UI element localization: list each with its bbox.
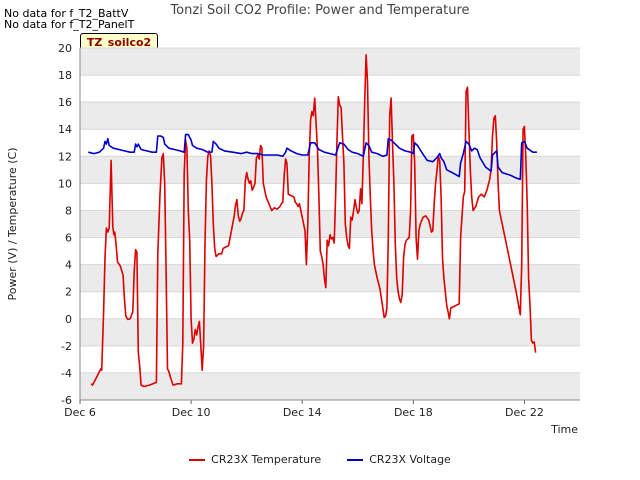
x-tick-label: Dec 22 bbox=[505, 406, 544, 419]
no-data-note-1: No data for f_T2_BattV bbox=[4, 7, 129, 20]
plot-band bbox=[80, 318, 580, 346]
x-tick-label: Dec 18 bbox=[394, 406, 433, 419]
y-tick-label: 14 bbox=[58, 123, 72, 136]
legend-label-temperature: CR23X Temperature bbox=[211, 453, 322, 466]
plot-band bbox=[80, 210, 580, 238]
y-axis-label: Power (V) / Temperature (C) bbox=[6, 147, 19, 300]
x-axis-label: Time bbox=[550, 423, 578, 436]
legend-item-temperature[interactable]: CR23X Temperature bbox=[189, 453, 321, 466]
legend-item-voltage[interactable]: CR23X Voltage bbox=[347, 453, 451, 466]
no-data-note-2: No data for f_T2_PanelT bbox=[4, 18, 135, 31]
legend-swatch-voltage bbox=[347, 458, 364, 461]
y-tick-label: 4 bbox=[65, 259, 72, 272]
y-tick-label: 6 bbox=[65, 232, 72, 245]
site-label-badge: TZ_soilco2 bbox=[80, 33, 158, 52]
voltage-series-line bbox=[88, 133, 537, 181]
plot-band bbox=[80, 102, 580, 130]
y-tick-label: -6 bbox=[61, 394, 72, 407]
y-tick-label: 12 bbox=[58, 150, 72, 163]
x-tick-label: Dec 10 bbox=[172, 406, 211, 419]
legend-label-voltage: CR23X Voltage bbox=[369, 453, 451, 466]
y-tick-label: 10 bbox=[58, 177, 72, 190]
plot-band bbox=[80, 372, 580, 400]
temperature-series-line bbox=[90, 53, 537, 388]
plot-band bbox=[80, 264, 580, 292]
y-tick-label: 20 bbox=[58, 42, 72, 55]
y-tick-label: -4 bbox=[61, 367, 72, 380]
y-tick-label: 2 bbox=[65, 286, 72, 299]
plot-band bbox=[80, 48, 580, 76]
plot-band bbox=[80, 156, 580, 184]
x-tick-label: Dec 14 bbox=[283, 406, 322, 419]
x-tick-label: Dec 6 bbox=[64, 406, 96, 419]
y-tick-label: 8 bbox=[65, 204, 72, 217]
y-tick-label: 18 bbox=[58, 69, 72, 82]
y-tick-label: 0 bbox=[65, 313, 72, 326]
chart-title: Tonzi Soil CO2 Profile: Power and Temper… bbox=[170, 3, 470, 18]
chart-legend: CR23X Temperature CR23X Voltage bbox=[0, 453, 640, 466]
y-tick-label: -2 bbox=[61, 340, 72, 353]
legend-swatch-temperature bbox=[189, 458, 206, 461]
y-tick-label: 16 bbox=[58, 96, 72, 109]
